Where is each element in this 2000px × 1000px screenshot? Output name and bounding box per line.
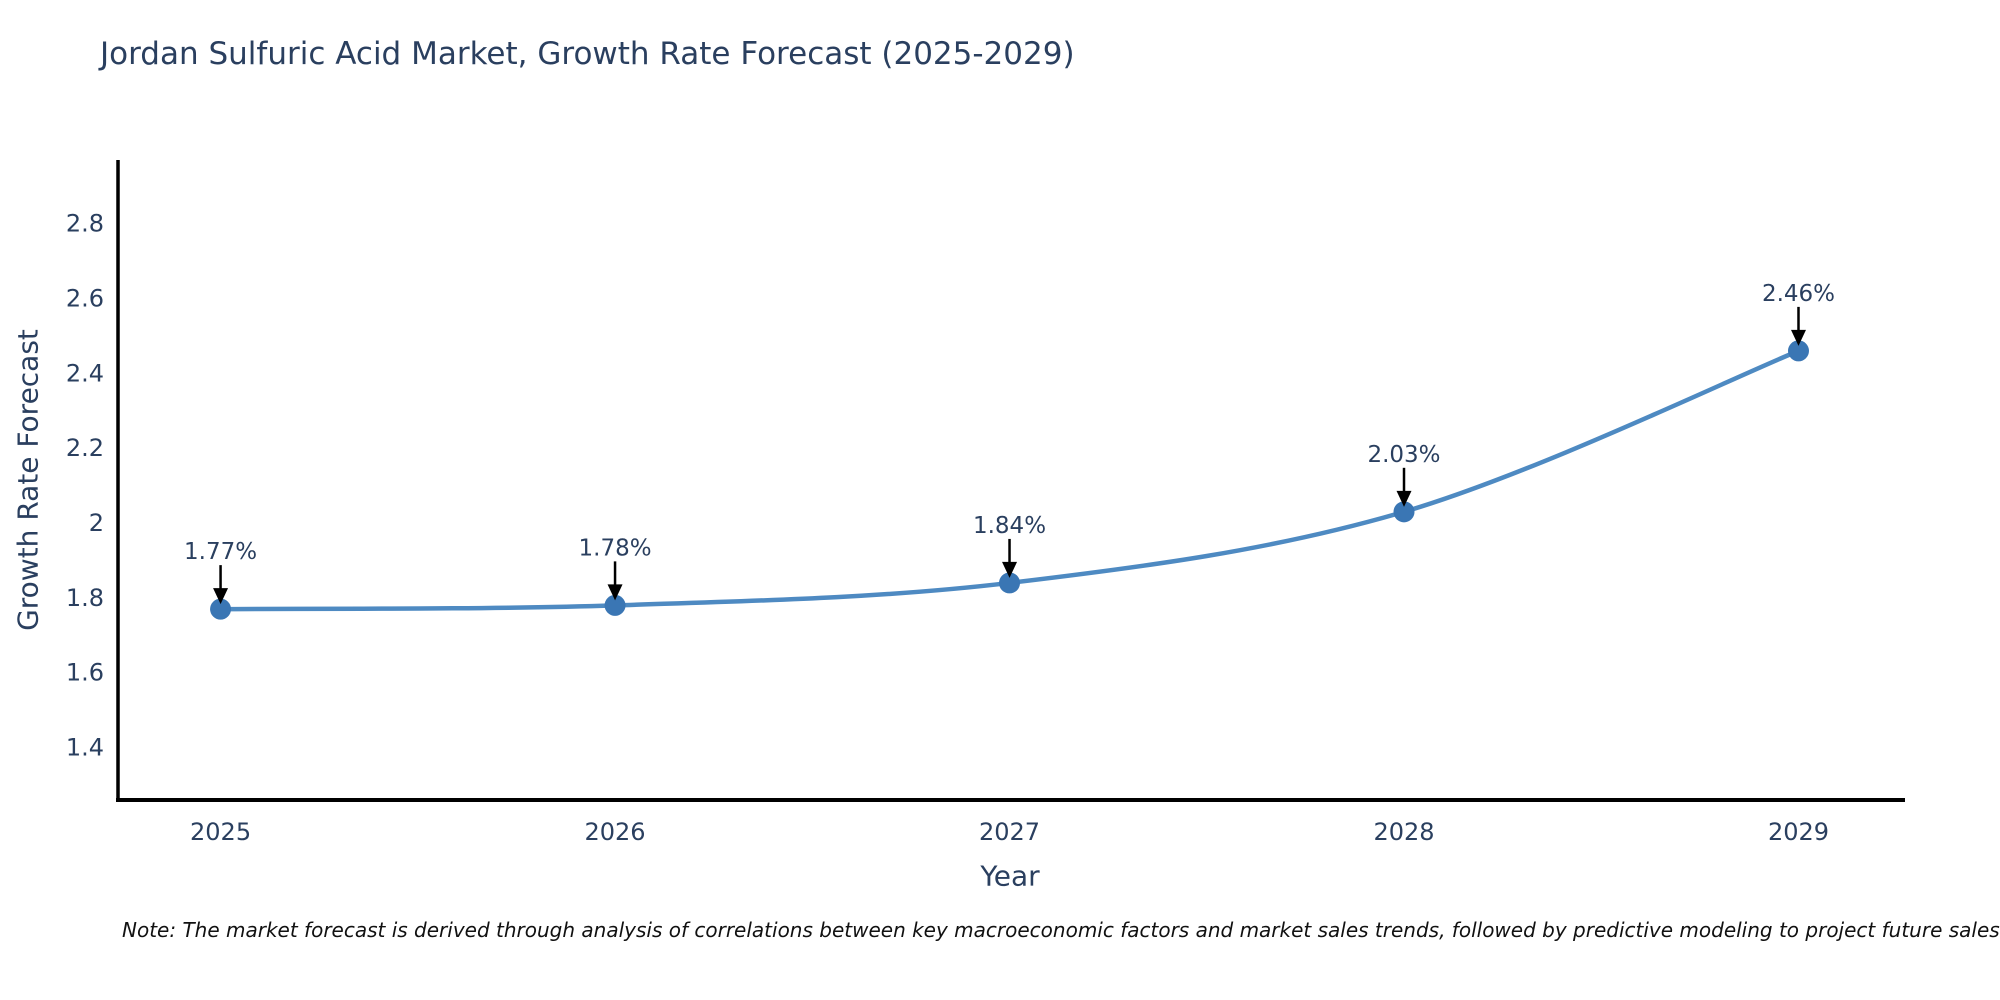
y-tick-label: 1.4 [66, 734, 104, 762]
annotation-label: 2.03% [1367, 442, 1440, 468]
footnote: Note: The market forecast is derived thr… [122, 918, 2000, 942]
data-point-marker [604, 594, 626, 616]
y-tick-label: 2.8 [66, 210, 104, 238]
annotation-label: 2.46% [1762, 281, 1835, 307]
x-axis-title: Year [980, 859, 1040, 893]
x-tick-label: 2029 [1768, 818, 1829, 846]
y-tick-label: 2.2 [66, 434, 104, 462]
annotation-arrowhead [1790, 329, 1806, 346]
y-tick-label: 2 [89, 509, 104, 537]
annotation-arrowhead [213, 588, 229, 605]
data-point-marker [210, 598, 232, 620]
x-tick-label: 2028 [1373, 818, 1434, 846]
y-tick-label: 2.4 [66, 359, 104, 387]
annotation-arrowhead [1002, 561, 1018, 578]
annotation-label: 1.78% [579, 535, 652, 561]
x-tick-label: 2025 [190, 818, 251, 846]
annotation-label: 1.84% [973, 513, 1046, 539]
y-tick-label: 1.8 [66, 584, 104, 612]
annotation-label: 1.77% [184, 539, 257, 565]
y-tick-label: 2.6 [66, 284, 104, 312]
chart-title: Jordan Sulfuric Acid Market, Growth Rate… [100, 36, 1075, 72]
annotation-arrowhead [1396, 490, 1412, 507]
x-tick-label: 2027 [979, 818, 1040, 846]
annotation-arrowhead [607, 584, 623, 601]
data-point-marker [1393, 501, 1415, 523]
x-tick-label: 2026 [585, 818, 646, 846]
y-tick-label: 1.6 [66, 659, 104, 687]
data-point-marker [1787, 340, 1809, 362]
data-point-marker [999, 572, 1021, 594]
